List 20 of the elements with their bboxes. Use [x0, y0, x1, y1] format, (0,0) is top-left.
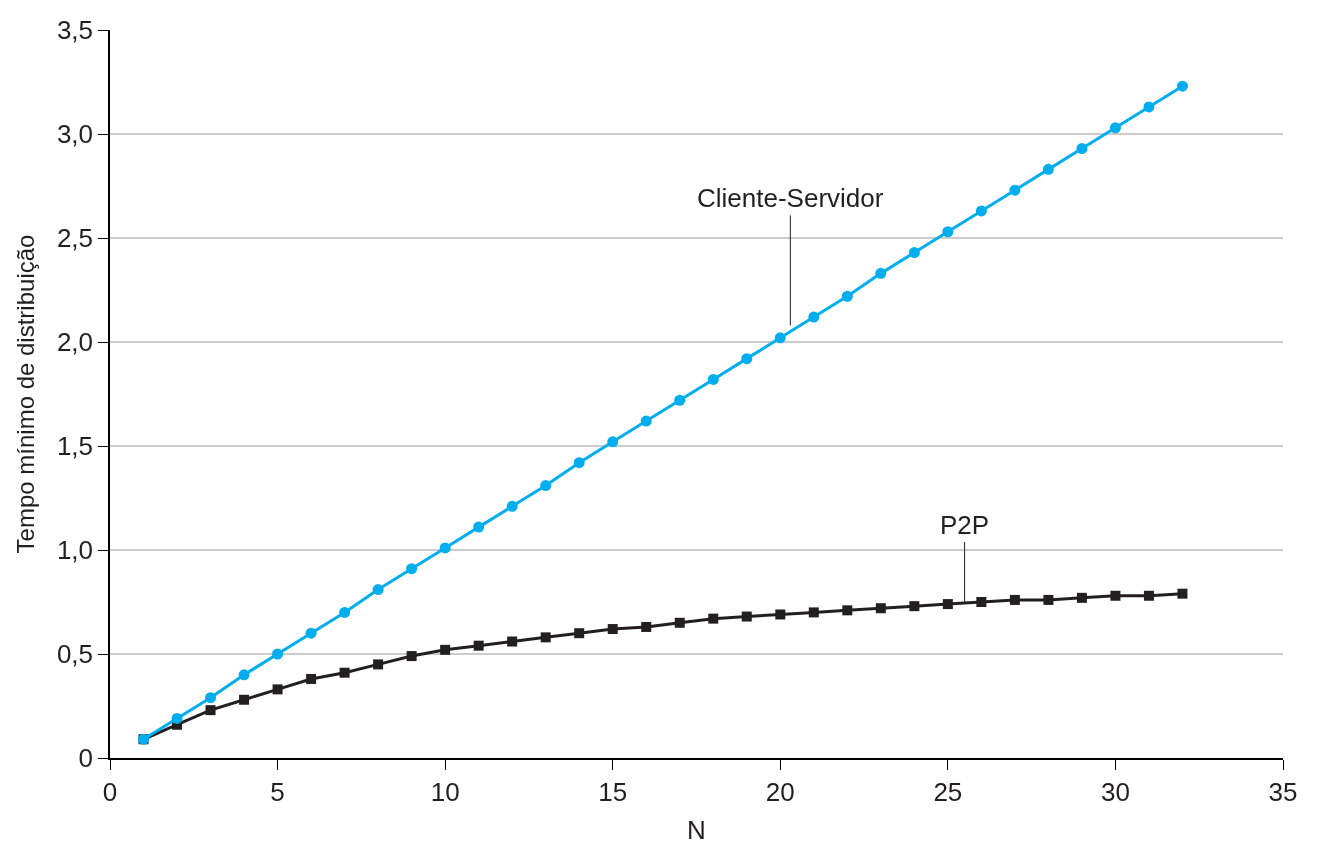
- x-tick-label: 20: [765, 776, 795, 807]
- x-axis-title: N: [687, 815, 706, 846]
- annotation: P2P: [940, 510, 990, 540]
- y-axis-title: Tempo mínimo de distribuição: [12, 234, 40, 554]
- x-tick-label: 30: [1100, 776, 1130, 807]
- y-tick-label: 1,5: [56, 431, 94, 462]
- x-tick-label: 5: [270, 776, 285, 807]
- x-tick-label: 10: [430, 776, 460, 807]
- x-tick-label: 15: [598, 776, 628, 807]
- y-tick-label: 3,5: [56, 15, 94, 46]
- x-tick-label: 25: [933, 776, 963, 807]
- x-tick-label: 0: [102, 776, 118, 807]
- y-tick-label: 0,5: [56, 639, 94, 670]
- y-tick-label: 0: [78, 743, 94, 774]
- y-tick-label: 2,5: [56, 223, 94, 254]
- y-tick-label: 2,0: [56, 327, 94, 358]
- y-tick-label: 3,0: [56, 119, 94, 150]
- y-tick-label: 1,0: [56, 535, 94, 566]
- annotation: Cliente-Servidor: [697, 183, 884, 213]
- x-tick-label: 35: [1268, 776, 1298, 807]
